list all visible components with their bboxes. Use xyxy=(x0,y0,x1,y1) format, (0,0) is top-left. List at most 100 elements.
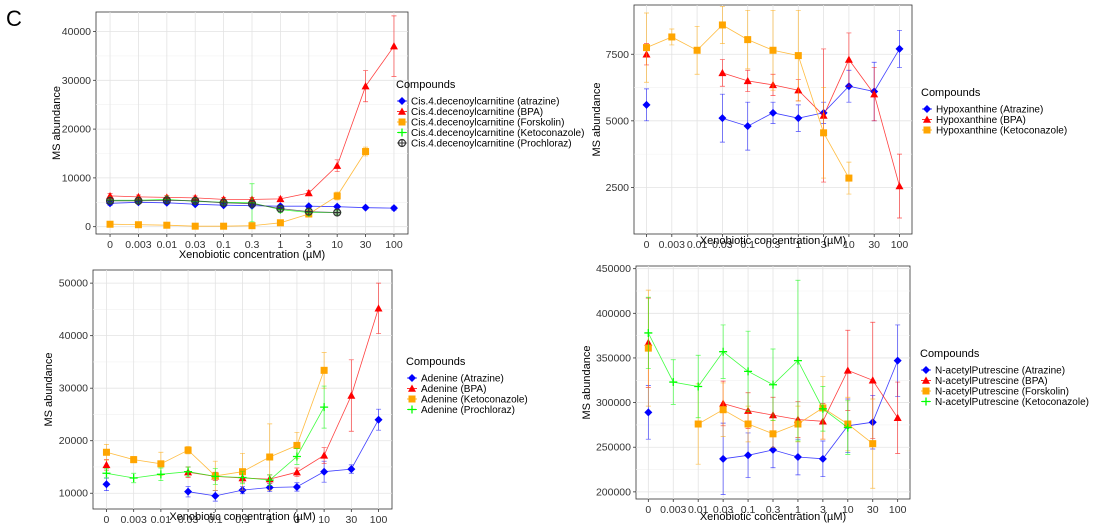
legend-key xyxy=(398,128,406,137)
data-point xyxy=(743,122,752,131)
series-line xyxy=(722,58,900,187)
x-tick-label: 0.003 xyxy=(125,239,151,251)
data-point xyxy=(362,148,370,156)
legend-key xyxy=(922,366,930,374)
y-tick-label: 0 xyxy=(85,221,91,233)
legend-label: N-acetylPutrescine (Forskolin) xyxy=(935,387,1069,398)
data-point xyxy=(868,376,877,384)
data-point xyxy=(844,55,853,63)
legend-label: Hypoxanthine (Ketoconazole) xyxy=(936,126,1067,137)
x-tick-label: 100 xyxy=(891,239,909,251)
data-point xyxy=(769,108,777,117)
legend-key xyxy=(397,138,407,148)
y-tick-label: 30000 xyxy=(62,75,91,87)
data-point xyxy=(184,446,192,454)
data-point xyxy=(793,356,802,365)
data-point xyxy=(644,328,653,337)
legend-label: Cis.4.decenoylcarnitine (BPA) xyxy=(411,107,543,118)
series-0 xyxy=(642,29,904,151)
data-point-cross xyxy=(134,197,142,205)
legend-key xyxy=(923,105,931,113)
data-point xyxy=(162,196,171,205)
data-point xyxy=(211,491,220,500)
data-point xyxy=(320,403,329,412)
legend-item: Hypoxanthine (Atrazine) xyxy=(922,105,1043,116)
y-tick-label: 250000 xyxy=(596,442,631,454)
x-tick-label: 0.3 xyxy=(766,504,781,516)
y-tick-label: 50000 xyxy=(59,278,88,290)
x-tick-label: 0.03 xyxy=(185,239,206,251)
legend-label: Hypoxanthine (BPA) xyxy=(936,115,1026,126)
y-tick-label: 450000 xyxy=(596,263,631,275)
legend-label: Cis.4.decenoylcarnitine (atrazine) xyxy=(411,97,559,108)
data-point xyxy=(744,420,752,428)
x-axis-title: Xenobiotic concentration (µM) xyxy=(169,511,315,523)
data-point xyxy=(794,52,802,60)
data-point xyxy=(794,114,803,123)
data-point xyxy=(134,221,142,229)
x-tick-label: 0.3 xyxy=(766,239,781,251)
data-point xyxy=(374,415,383,424)
data-point xyxy=(361,203,370,212)
legend-title: Compounds xyxy=(920,348,980,360)
x-tick-label: 1 xyxy=(795,239,801,251)
legend-key xyxy=(408,384,416,392)
data-point-cross xyxy=(191,197,199,205)
series-3 xyxy=(644,279,852,455)
x-tick-label: 1 xyxy=(267,514,273,526)
data-point xyxy=(276,219,284,227)
x-tick-label: 0.003 xyxy=(121,514,147,526)
series-3 xyxy=(102,385,329,486)
legend-key xyxy=(398,118,406,126)
legend-item: Cis.4.decenoylcarnitine (Ketoconazole) xyxy=(397,128,584,139)
legend-label: Adenine (BPA) xyxy=(421,384,486,395)
legend: Compounds Adenine (Atrazine)Adenine (BPA)… xyxy=(406,356,528,416)
data-point xyxy=(276,194,285,203)
data-point xyxy=(361,82,370,90)
series-4 xyxy=(105,196,342,217)
legend-item: Cis.4.decenoylcarnitine (Prochloraz) xyxy=(397,139,572,150)
data-point-cross xyxy=(305,208,313,216)
y-axis-title: MS abundance xyxy=(43,353,55,427)
legend-key-cross xyxy=(398,139,406,147)
data-point xyxy=(333,161,342,169)
legend-item: Cis.4.decenoylcarnitine (Forskolin) xyxy=(397,118,564,129)
data-point xyxy=(191,196,200,205)
x-tick-label: 0 xyxy=(107,239,113,251)
series-2 xyxy=(106,146,370,230)
data-point xyxy=(820,129,828,137)
data-point xyxy=(102,460,111,469)
data-point xyxy=(220,222,228,230)
data-point xyxy=(134,196,143,205)
legend-label: N-acetylPutrescine (Ketoconazole) xyxy=(935,397,1089,408)
data-point xyxy=(893,413,902,421)
data-point xyxy=(843,423,852,432)
data-point xyxy=(276,204,285,213)
legend-item: Cis.4.decenoylcarnitine (atrazine) xyxy=(397,97,559,108)
x-tick-label: 0.3 xyxy=(235,514,250,526)
data-point xyxy=(693,46,701,54)
y-tick-label: 20000 xyxy=(59,435,88,447)
x-tick-label: 10 xyxy=(842,504,854,516)
x-tick-label: 30 xyxy=(868,239,880,251)
legend-key xyxy=(923,126,931,134)
y-tick-label: 40000 xyxy=(62,26,91,38)
x-tick-label: 100 xyxy=(889,504,907,516)
y-tick-label: 400000 xyxy=(596,308,631,320)
data-point xyxy=(347,465,356,474)
data-point xyxy=(843,366,852,374)
x-tick-label: 10 xyxy=(318,514,330,526)
data-point xyxy=(642,100,651,109)
legend-item: Adenine (BPA) xyxy=(407,384,486,395)
legend-item: Adenine (Prochloraz) xyxy=(407,405,515,416)
x-tick-label: 0 xyxy=(644,239,650,251)
data-point xyxy=(895,44,904,53)
data-point xyxy=(247,199,257,208)
x-tick-label: 100 xyxy=(370,514,388,526)
y-tick-label: 200000 xyxy=(596,486,631,498)
x-tick-label: 3 xyxy=(294,514,300,526)
x-tick-label: 0.1 xyxy=(741,504,756,516)
x-tick-label: 0.03 xyxy=(178,514,199,526)
